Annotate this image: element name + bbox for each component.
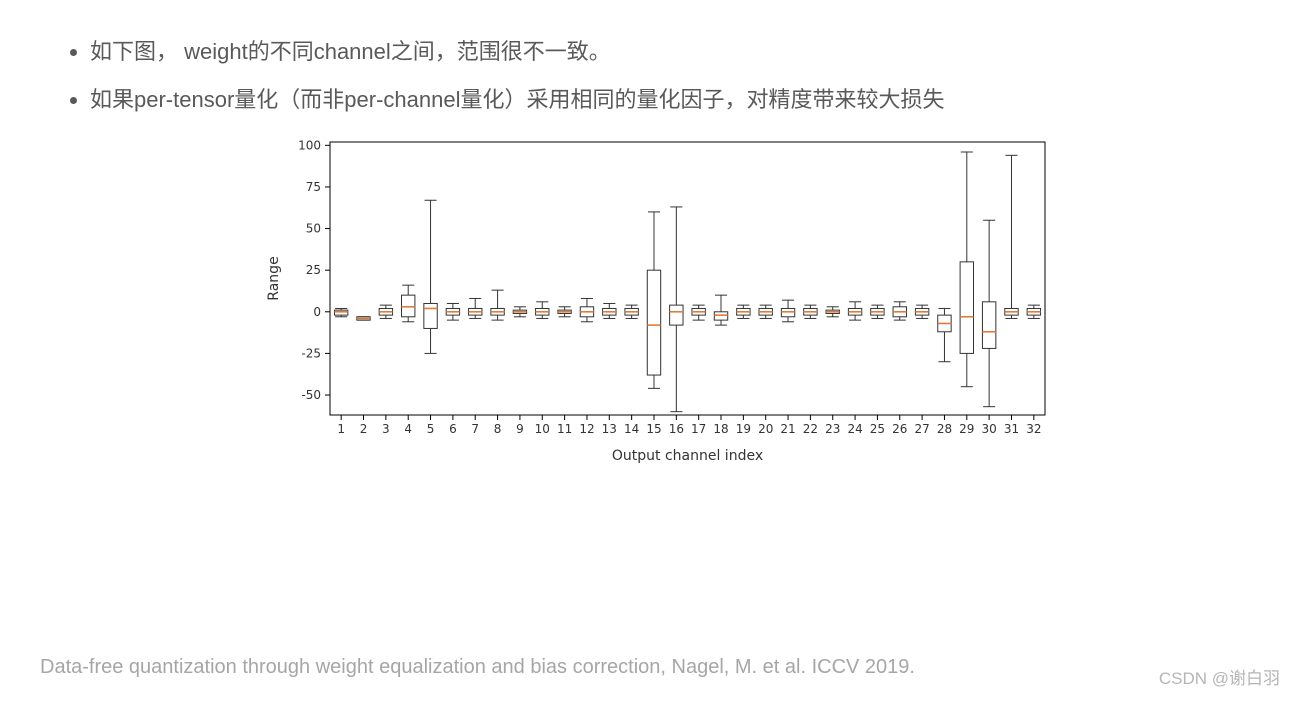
x-tick-label: 14 <box>624 422 639 436</box>
box <box>334 310 347 315</box>
x-tick-label: 11 <box>557 422 572 436</box>
x-tick-label: 1 <box>337 422 345 436</box>
x-tick-label: 26 <box>892 422 907 436</box>
box <box>960 262 973 354</box>
csdn-watermark: CSDN @谢白羽 <box>1159 664 1280 689</box>
x-tick-label: 9 <box>516 422 524 436</box>
y-tick-label: -25 <box>301 346 321 360</box>
box <box>714 312 727 320</box>
x-tick-label: 29 <box>959 422 974 436</box>
x-tick-label: 21 <box>780 422 795 436</box>
x-tick-label: 17 <box>691 422 706 436</box>
bullet-item: 如果per-tensor量化（而非per-channel量化）采用相同的量化因子… <box>90 78 944 122</box>
y-tick-label: 50 <box>306 222 321 236</box>
x-axis-label: Output channel index <box>612 448 763 464</box>
y-tick-label: 0 <box>313 305 321 319</box>
x-tick-label: 4 <box>404 422 412 436</box>
y-tick-label: -50 <box>301 388 321 402</box>
x-tick-label: 15 <box>646 422 661 436</box>
y-axis-label: Range <box>266 256 282 300</box>
x-tick-label: 20 <box>758 422 773 436</box>
box <box>670 305 683 325</box>
x-tick-label: 7 <box>471 422 479 436</box>
x-tick-label: 5 <box>427 422 435 436</box>
x-tick-label: 8 <box>494 422 502 436</box>
box <box>424 303 437 328</box>
x-tick-label: 23 <box>825 422 840 436</box>
x-tick-label: 25 <box>870 422 885 436</box>
box <box>647 270 660 375</box>
y-tick-label: 100 <box>298 138 321 152</box>
plot-area <box>330 142 1045 415</box>
y-tick-label: 25 <box>306 263 321 277</box>
boxplot-chart: -50-250255075100123456789101112131415161… <box>260 130 1060 470</box>
citation-text: Data-free quantization through weight eq… <box>40 656 915 679</box>
bullet-list: 如下图， weight的不同channel之间，范围很不一致。 如果per-te… <box>50 30 944 126</box>
x-tick-label: 24 <box>847 422 862 436</box>
x-tick-label: 2 <box>360 422 368 436</box>
x-tick-label: 30 <box>982 422 997 436</box>
x-tick-label: 10 <box>535 422 550 436</box>
box <box>781 308 794 316</box>
x-tick-label: 19 <box>736 422 751 436</box>
x-tick-label: 32 <box>1026 422 1041 436</box>
x-tick-label: 18 <box>713 422 728 436</box>
bullet-item: 如下图， weight的不同channel之间，范围很不一致。 <box>90 30 944 74</box>
x-tick-label: 6 <box>449 422 457 436</box>
x-tick-label: 12 <box>579 422 594 436</box>
x-tick-label: 22 <box>803 422 818 436</box>
box <box>402 295 415 317</box>
x-tick-label: 16 <box>669 422 684 436</box>
box <box>982 302 995 349</box>
x-tick-label: 3 <box>382 422 390 436</box>
y-tick-label: 75 <box>306 180 321 194</box>
x-tick-label: 28 <box>937 422 952 436</box>
x-tick-label: 27 <box>914 422 929 436</box>
x-tick-label: 13 <box>602 422 617 436</box>
x-tick-label: 31 <box>1004 422 1019 436</box>
